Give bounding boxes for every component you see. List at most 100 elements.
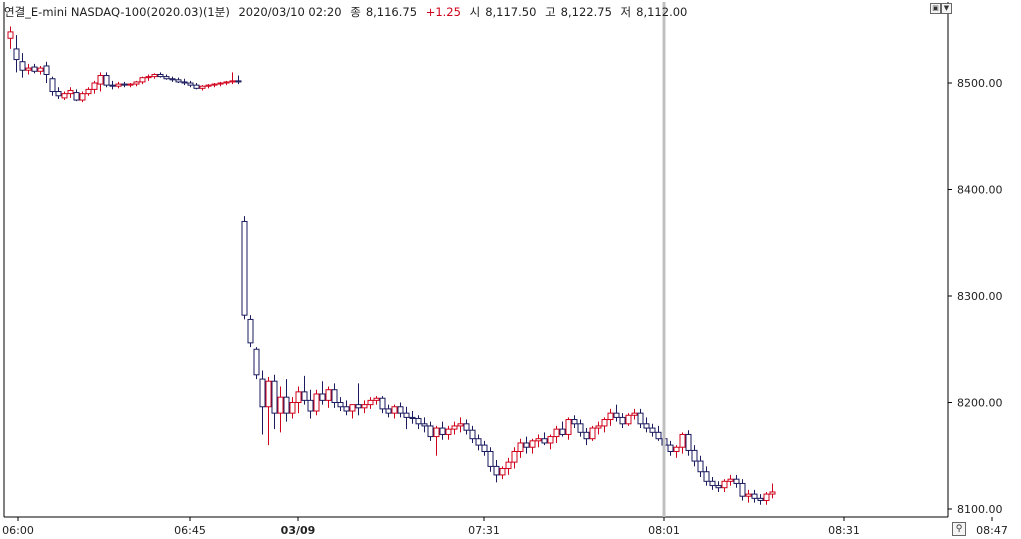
candle bbox=[61, 91, 68, 101]
candle bbox=[55, 87, 62, 99]
candle-body bbox=[757, 497, 764, 501]
candle-body bbox=[361, 404, 368, 409]
candle bbox=[235, 75, 242, 85]
candle bbox=[37, 65, 44, 75]
candle bbox=[559, 421, 566, 437]
candle-body bbox=[511, 450, 518, 463]
candle-body bbox=[319, 393, 326, 401]
candle bbox=[427, 421, 434, 441]
candle bbox=[169, 76, 176, 82]
candle-body bbox=[73, 92, 80, 101]
candle bbox=[367, 397, 374, 409]
candle bbox=[361, 400, 368, 414]
candle bbox=[73, 89, 80, 102]
candle bbox=[85, 87, 92, 96]
candle bbox=[331, 383, 338, 408]
candle-body bbox=[577, 423, 584, 433]
candle-body bbox=[655, 431, 662, 440]
y-tick-label: 8100.00 bbox=[957, 503, 1003, 516]
candle-body bbox=[373, 397, 380, 401]
candle bbox=[25, 63, 32, 75]
candle bbox=[247, 315, 254, 348]
candle bbox=[97, 72, 104, 92]
candle-body bbox=[295, 391, 302, 404]
candle bbox=[49, 76, 56, 96]
candle bbox=[625, 413, 632, 426]
candle-body bbox=[697, 460, 704, 473]
candle bbox=[733, 474, 740, 488]
candle-body bbox=[265, 380, 272, 408]
candle-body bbox=[589, 427, 596, 440]
candle bbox=[19, 53, 26, 78]
candle bbox=[319, 381, 326, 405]
x-tick-label: 07:31 bbox=[468, 524, 500, 537]
candle bbox=[253, 347, 260, 380]
candle-body bbox=[685, 433, 692, 451]
candle-body bbox=[481, 444, 488, 452]
candle-body bbox=[415, 417, 422, 425]
candle-body bbox=[583, 431, 590, 440]
candle-body bbox=[67, 89, 74, 95]
y-tick-label: 8400.00 bbox=[957, 184, 1003, 197]
restore-icon[interactable]: ▣ bbox=[930, 3, 941, 14]
candle-body bbox=[427, 425, 434, 438]
candle-body bbox=[769, 491, 776, 495]
candle-body bbox=[133, 81, 140, 85]
candle-body bbox=[409, 416, 416, 419]
candle bbox=[241, 216, 248, 320]
candle bbox=[463, 419, 470, 435]
candle-body bbox=[565, 419, 572, 435]
candle bbox=[697, 455, 704, 478]
candle bbox=[529, 438, 536, 454]
candle-body bbox=[379, 397, 386, 410]
candle-body bbox=[49, 78, 56, 93]
candle bbox=[679, 432, 686, 454]
change-value: +1.25 bbox=[425, 5, 461, 19]
candle-body bbox=[367, 399, 374, 406]
candle bbox=[187, 80, 194, 88]
candle-body bbox=[13, 48, 20, 61]
bar-datetime: 2020/03/10 02:20 bbox=[238, 5, 342, 19]
candle bbox=[175, 77, 182, 83]
high-value: 8,122.75 bbox=[560, 5, 612, 19]
close-label: 종 bbox=[350, 5, 361, 19]
candle-body bbox=[271, 380, 278, 414]
magnifier-icon[interactable]: ⚲ bbox=[952, 522, 966, 536]
candle-body bbox=[331, 389, 338, 404]
candle-body bbox=[559, 428, 566, 435]
candle-body bbox=[751, 493, 758, 499]
candle bbox=[325, 386, 332, 408]
candle bbox=[31, 63, 38, 74]
candle bbox=[553, 425, 560, 443]
candle bbox=[307, 389, 314, 419]
candle bbox=[619, 413, 626, 429]
candle-body bbox=[283, 396, 290, 414]
candle bbox=[391, 404, 398, 419]
candle bbox=[715, 481, 722, 492]
candle bbox=[385, 404, 392, 418]
x-tick-label: 03/09 bbox=[281, 524, 316, 537]
candle-body bbox=[625, 414, 632, 425]
candle bbox=[229, 72, 236, 85]
y-tick-label: 8300.00 bbox=[957, 290, 1003, 303]
candle-body bbox=[163, 76, 170, 80]
high-label: 고 bbox=[545, 5, 556, 19]
candle bbox=[445, 425, 452, 440]
candle bbox=[703, 466, 710, 486]
candle-body bbox=[529, 440, 536, 448]
candle-body bbox=[25, 67, 32, 71]
candle-body bbox=[745, 493, 752, 497]
low-label: 저 bbox=[620, 5, 632, 19]
candle-body bbox=[337, 402, 344, 408]
candle-body bbox=[343, 406, 350, 412]
candle bbox=[115, 81, 122, 89]
candle bbox=[271, 374, 278, 430]
close-value: 8,116.75 bbox=[365, 5, 418, 19]
candle bbox=[151, 73, 158, 79]
candle bbox=[289, 397, 296, 419]
dropdown-arrow-icon[interactable]: ▼ bbox=[941, 3, 952, 14]
open-label: 시 bbox=[469, 5, 481, 19]
candle bbox=[79, 91, 86, 103]
candle bbox=[763, 491, 770, 505]
